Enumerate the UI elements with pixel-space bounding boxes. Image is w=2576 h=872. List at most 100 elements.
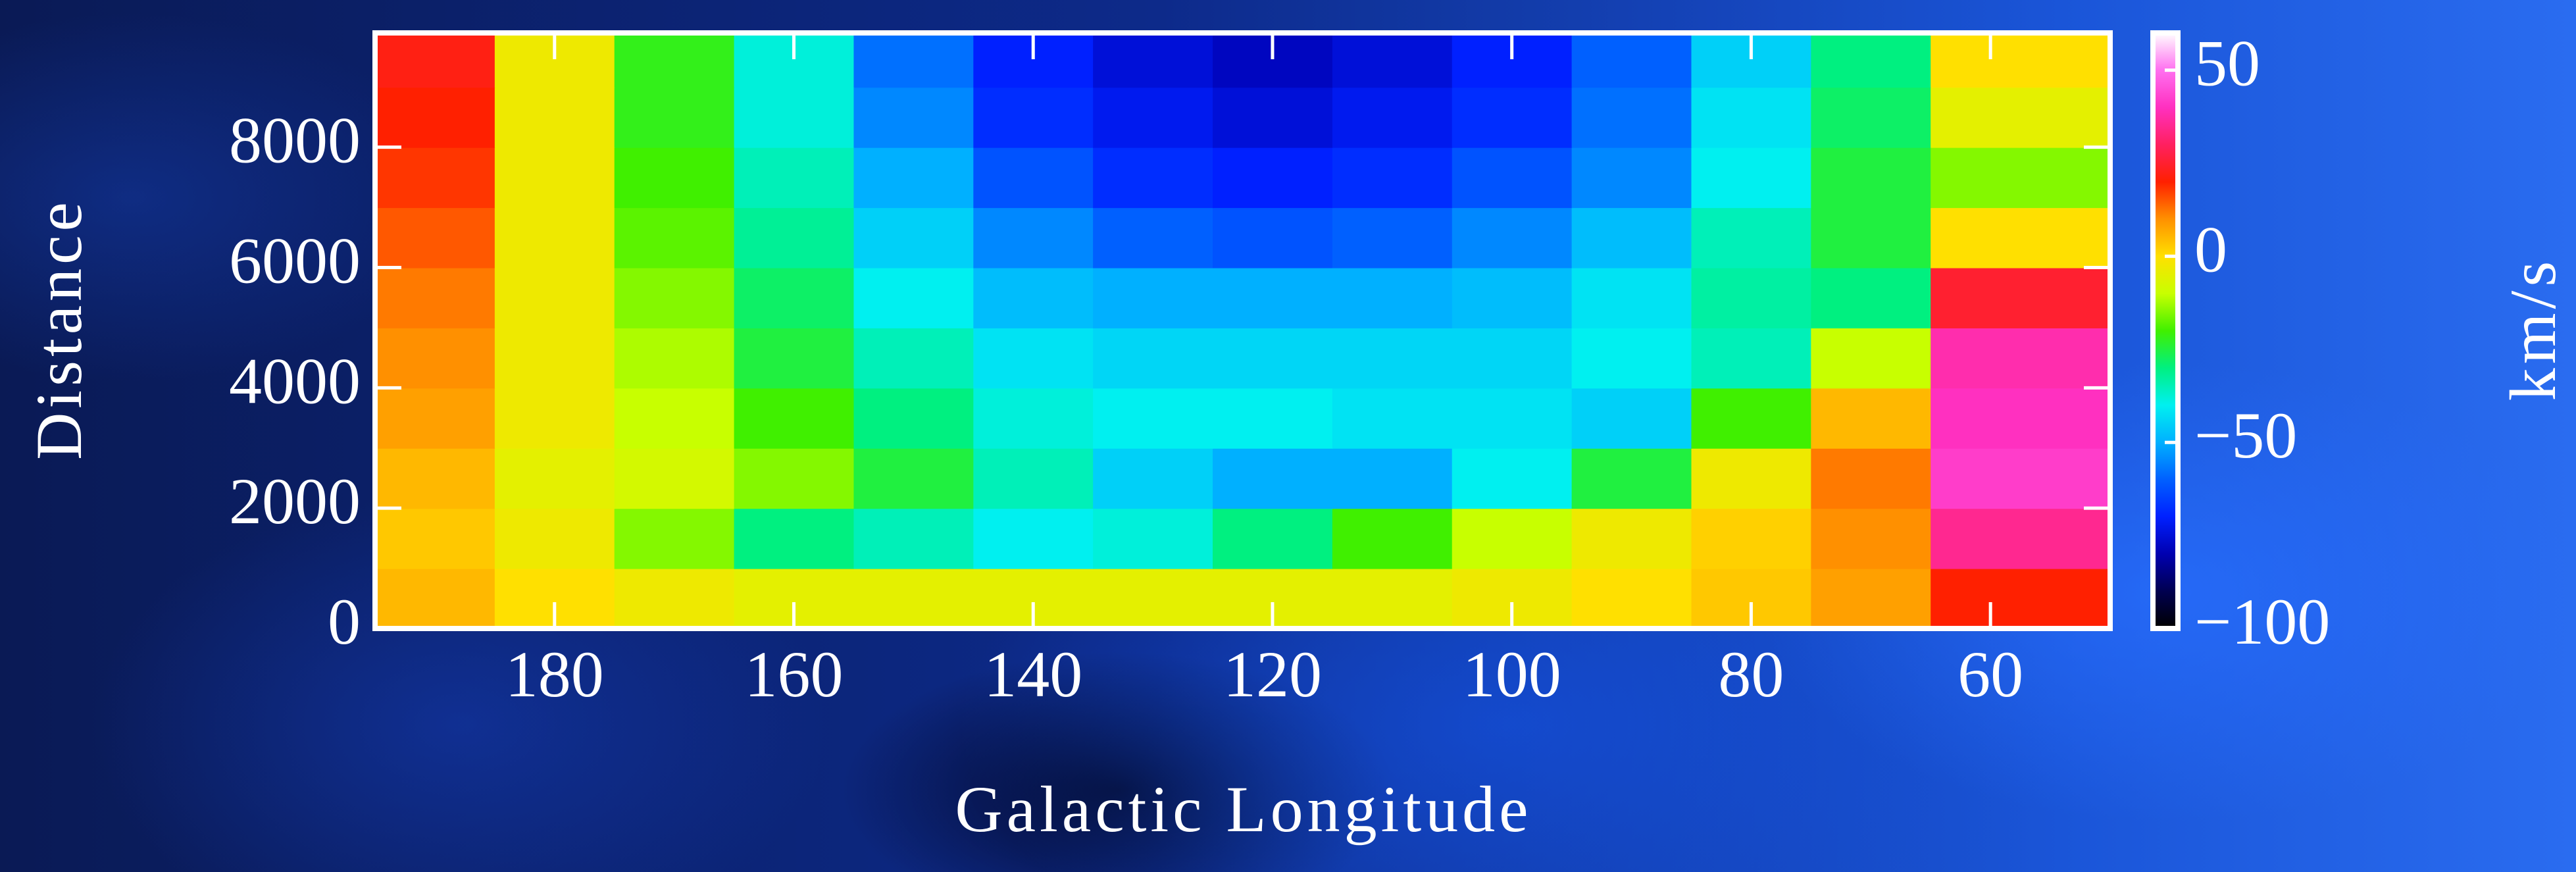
heatmap-cell bbox=[1093, 33, 1214, 88]
heatmap-cell bbox=[973, 388, 1094, 449]
heatmap-cell bbox=[375, 448, 495, 509]
heatmap-cell bbox=[375, 267, 495, 328]
heatmap-cell bbox=[1213, 508, 1333, 569]
heatmap-cell bbox=[1332, 33, 1453, 88]
heatmap-cell bbox=[1093, 508, 1214, 569]
heatmap-cell bbox=[973, 267, 1094, 328]
heatmap-cell bbox=[1811, 568, 1932, 629]
heatmap-cell bbox=[614, 388, 735, 449]
heatmap-cell bbox=[1691, 147, 1812, 209]
heatmap-cell bbox=[1811, 207, 1932, 269]
heatmap-cell bbox=[1931, 147, 2111, 209]
colorbar-tick-label: −50 bbox=[2194, 399, 2297, 472]
heatmap-cell bbox=[1452, 388, 1573, 449]
heatmap-cell bbox=[494, 508, 615, 569]
heatmap-cell bbox=[1093, 388, 1214, 449]
heatmap-cell bbox=[494, 448, 615, 509]
heatmap-cell bbox=[614, 87, 735, 148]
heatmap-cell bbox=[1213, 207, 1333, 269]
heatmap-cell bbox=[853, 508, 974, 569]
y-tick-label: 4000 bbox=[229, 344, 361, 417]
heatmap-cell bbox=[1811, 147, 1932, 209]
heatmap-cell bbox=[1691, 388, 1812, 449]
colorbar-tick-label: 50 bbox=[2194, 27, 2260, 100]
heatmap-cell bbox=[494, 388, 615, 449]
heatmap-cell bbox=[1452, 207, 1573, 269]
heatmap-cell bbox=[1931, 448, 2111, 509]
heatmap-cell bbox=[1332, 87, 1453, 148]
heatmap-cell bbox=[853, 33, 974, 88]
heatmap-cell bbox=[494, 327, 615, 389]
heatmap-cell bbox=[1213, 267, 1333, 328]
heatmap-cell bbox=[1571, 33, 1692, 88]
colorbar-tick-label: −100 bbox=[2194, 585, 2330, 658]
heatmap-cell bbox=[1093, 568, 1214, 629]
heatmap-cell bbox=[1213, 448, 1333, 509]
heatmap-cell bbox=[1213, 327, 1333, 389]
heatmap-cell bbox=[853, 388, 974, 449]
plot-frame bbox=[372, 30, 2113, 631]
heatmap-cell bbox=[853, 327, 974, 389]
heatmap-cell bbox=[494, 87, 615, 148]
x-axis-label: Galactic Longitude bbox=[955, 773, 1532, 846]
heatmap-cell bbox=[734, 388, 855, 449]
heatmap-cell bbox=[1931, 33, 2111, 88]
heatmap-cell bbox=[1571, 207, 1692, 269]
heatmap-cell bbox=[853, 448, 974, 509]
heatmap-cell bbox=[1931, 327, 2111, 389]
colorbar-label: km/s bbox=[2496, 257, 2569, 401]
heatmap-cell bbox=[1571, 388, 1692, 449]
heatmap-cell bbox=[1811, 388, 1932, 449]
x-tick-label: 60 bbox=[1957, 638, 2023, 711]
heatmap-cell bbox=[614, 568, 735, 629]
heatmap-cell bbox=[1811, 508, 1932, 569]
heatmap-cell bbox=[1452, 327, 1573, 389]
heatmap-cell bbox=[1452, 147, 1573, 209]
y-tick-label: 6000 bbox=[229, 224, 361, 297]
heatmap-cell bbox=[1811, 267, 1932, 328]
heatmap-cell bbox=[853, 568, 974, 629]
heatmap-cell bbox=[1931, 568, 2111, 629]
heatmap-cell bbox=[614, 207, 735, 269]
heatmap-cell bbox=[1811, 33, 1932, 88]
heatmap-cell bbox=[375, 207, 495, 269]
heatmap-cell bbox=[1332, 327, 1453, 389]
heatmap-cell bbox=[1452, 267, 1573, 328]
heatmap-cell bbox=[1931, 267, 2111, 328]
heatmap-cell bbox=[1811, 327, 1932, 389]
heatmap-cell bbox=[973, 87, 1094, 148]
heatmap-cell bbox=[1332, 448, 1453, 509]
heatmap-cell bbox=[1691, 87, 1812, 148]
x-tick-label: 140 bbox=[984, 638, 1082, 711]
heatmap-cell bbox=[1093, 147, 1214, 209]
heatmap-cell bbox=[734, 327, 855, 389]
heatmap-cell bbox=[1452, 87, 1573, 148]
heatmap-cell bbox=[494, 147, 615, 209]
heatmap-cell bbox=[375, 327, 495, 389]
heatmap-cell bbox=[1332, 388, 1453, 449]
heatmap-cell bbox=[614, 327, 735, 389]
heatmap-cell bbox=[973, 207, 1094, 269]
heatmap-cell bbox=[614, 508, 735, 569]
heatmap-cell bbox=[1332, 207, 1453, 269]
heatmap-cell bbox=[1691, 327, 1812, 389]
heatmap-cell bbox=[614, 267, 735, 328]
heatmap-cell bbox=[734, 267, 855, 328]
heatmap-cell bbox=[853, 87, 974, 148]
heatmap-cell bbox=[494, 207, 615, 269]
heatmap-cell bbox=[375, 568, 495, 629]
heatmap-cell bbox=[1571, 508, 1692, 569]
x-tick-label: 120 bbox=[1223, 638, 1322, 711]
heatmap-cell bbox=[1811, 87, 1932, 148]
heatmap-cell bbox=[1571, 568, 1692, 629]
heatmap-cell bbox=[1571, 327, 1692, 389]
x-tick-label: 180 bbox=[505, 638, 604, 711]
heatmap-cell bbox=[1332, 508, 1453, 569]
heatmap-cell bbox=[734, 448, 855, 509]
heatmap-cell bbox=[614, 448, 735, 509]
heatmap-cell bbox=[1571, 87, 1692, 148]
heatmap-cell bbox=[1213, 147, 1333, 209]
heatmap-cell bbox=[1332, 568, 1453, 629]
